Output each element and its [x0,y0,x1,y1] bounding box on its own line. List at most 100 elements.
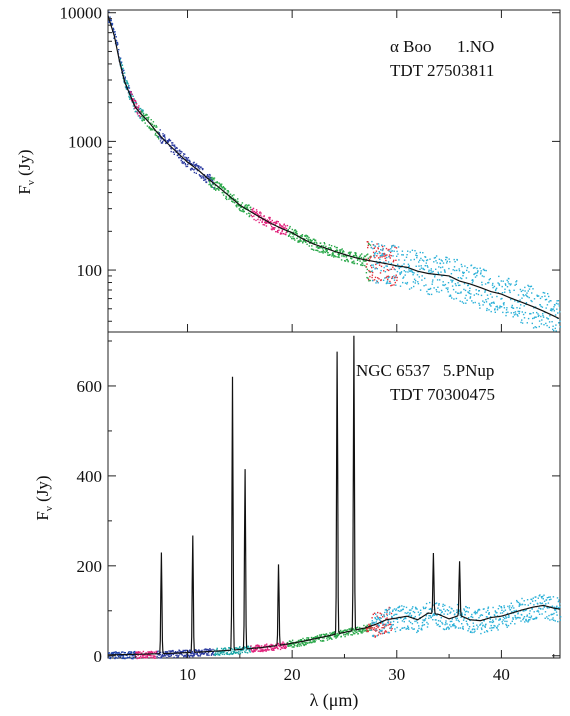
top-scatter-point [363,258,365,260]
bottom-scatter-point [124,652,126,654]
top-scatter-point [480,272,482,274]
bottom-scatter-point [539,602,541,604]
bottom-scatter-point [472,616,474,619]
top-scatter-point [484,283,487,285]
bottom-scatter-point [199,652,201,654]
bottom-scatter-point [314,640,316,643]
bottom-scatter-point [185,656,187,658]
top-scatter-point [365,260,367,262]
bottom-scatter-point [181,654,183,656]
bottom-scatter-point [483,631,486,633]
bottom-scatter-point [361,630,363,632]
bottom-scatter-point [334,635,336,638]
bottom-scatter-point [153,655,155,657]
bottom-scatter-point [434,614,436,616]
bottom-scatter-point [312,637,314,640]
top-scatter-point [450,279,452,281]
bottom-scatter-point [311,636,313,639]
bottom-scatter-point [289,645,292,647]
top-scatter-point [149,129,152,131]
top-scatter-point [427,293,429,295]
top-scatter-point [471,300,473,302]
top-scatter-point [139,110,142,112]
bottom-scatter-point [249,649,251,651]
bottom-scatter-point [420,627,423,629]
bottom-scatter-point [402,627,404,629]
bottom-scatter-point [381,632,384,635]
top-scatter-point [304,235,306,237]
bottom-scatter-point [328,635,331,637]
top-scatter-point [490,305,492,307]
top-scatter-point [520,304,522,306]
bottom-scatter-point [357,632,359,635]
bottom-scatter-point [540,608,542,610]
top-scatter-point [260,214,262,216]
bottom-scatter-point [450,625,452,628]
top-scatter-point [289,233,291,235]
top-scatter-point [400,272,402,274]
top-scatter-point [246,207,248,209]
bottom-scatter-point [211,652,214,655]
bottom-scatter-point [338,633,340,635]
top-scatter-point [236,206,238,208]
top-scatter-point [528,288,531,290]
bottom-y-tick-label: 600 [77,377,103,396]
top-scatter-point [376,262,378,265]
bottom-scatter-point [143,657,146,659]
top-scatter-point [115,40,118,42]
bottom-scatter-point [429,615,431,617]
top-scatter-point [209,178,212,180]
top-scatter-point [232,197,234,199]
bottom-scatter-point [207,648,209,651]
top-scatter-point [524,311,527,314]
bottom-scatter-point [280,643,282,646]
bottom-scatter-point [413,617,415,619]
top-scatter-point [484,291,486,293]
bottom-scatter-point [371,617,373,619]
bottom-scatter-point [377,611,379,614]
top-scatter-point [392,266,394,268]
top-scatter-point [506,286,509,288]
bottom-scatter-point [237,647,239,650]
top-scatter-point [231,200,233,202]
top-scatter-point [352,254,355,257]
top-scatter-point [130,91,132,93]
bottom-scatter-point [487,607,489,609]
top-scatter-point [283,223,285,225]
top-scatter-point [114,31,116,33]
top-scatter-point [160,138,162,140]
top-scatter-point [373,256,375,258]
top-scatter-point [376,268,378,270]
top-scatter-point [301,234,304,236]
top-scatter-point [503,307,506,309]
bottom-scatter-point [318,638,320,640]
bottom-scatter-point [326,636,328,638]
bottom-scatter-point [227,653,229,655]
bottom-scatter-point [529,618,531,621]
top-scatter-point [341,248,343,250]
bottom-scatter-point [327,634,329,636]
bottom-scatter-point [456,603,459,606]
bottom-scatter-point [322,633,325,636]
bottom-scatter-point [209,648,211,650]
top-scatter-point [380,269,382,272]
top-scatter-point [279,233,282,235]
top-scatter-point [198,174,201,176]
top-scatter-point [301,234,303,237]
bottom-scatter-point [558,607,560,609]
top-scatter-point [148,116,150,118]
top-scatter-point [242,211,245,213]
bottom-scatter-point [384,611,386,614]
bottom-scatter-point [510,602,512,604]
top-scatter-point [138,105,140,107]
bottom-scatter-point [527,620,530,622]
top-scatter-point [414,250,416,252]
bottom-scatter-point [472,622,474,624]
top-scatter-point [124,79,126,81]
top-scatter-point [477,293,480,296]
top-scatter-point [387,261,390,263]
top-scatter-point [345,258,348,261]
top-scatter-point [433,261,435,263]
top-scatter-point [142,117,144,119]
top-scatter-point [372,264,374,266]
